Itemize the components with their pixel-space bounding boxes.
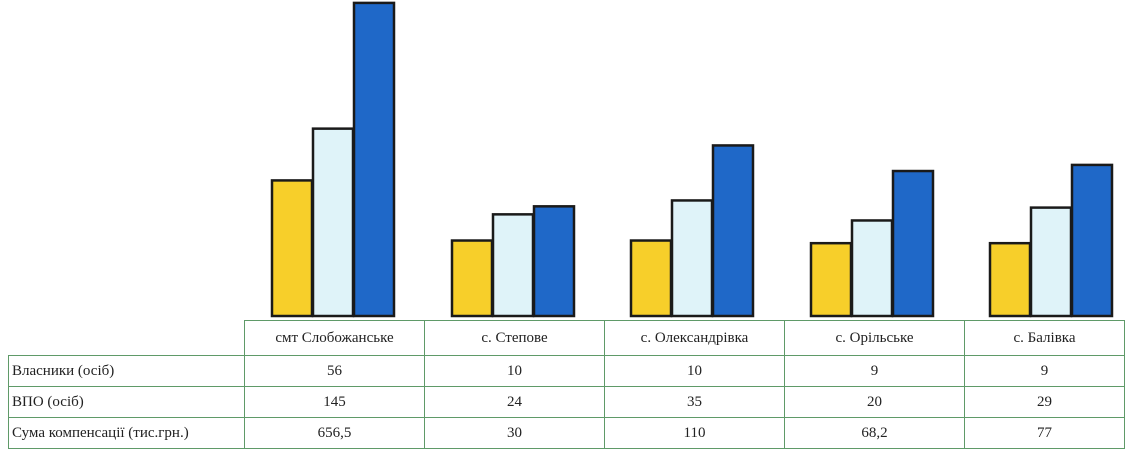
table-cell: 656,5: [244, 417, 425, 449]
table-row: Сума компенсації (тис.грн.) 656,5 30 110…: [8, 417, 1125, 449]
table-cell: 20: [784, 386, 965, 418]
table-corner: [9, 321, 245, 356]
bar-chart: [270, 1, 1114, 318]
bar: [491, 213, 535, 318]
table-cell: 145: [244, 386, 425, 418]
table-cell: 110: [604, 417, 785, 449]
table-cell: 35: [604, 386, 785, 418]
table-cell: 9: [784, 355, 965, 387]
bar: [809, 241, 853, 318]
bar: [629, 239, 673, 318]
table-cell: 68,2: [784, 417, 965, 449]
table-cell: 29: [964, 386, 1125, 418]
bar: [1070, 163, 1114, 318]
table-cell: 56: [244, 355, 425, 387]
table-cell: 30: [424, 417, 605, 449]
bar: [850, 219, 894, 318]
category-label: с. Балівка: [964, 320, 1125, 356]
category-label: с. Олександрівка: [604, 320, 785, 356]
series-label: ВПО (осіб): [8, 386, 245, 418]
table-row: ВПО (осіб) 145 24 35 20 29: [8, 386, 1125, 418]
table-row: Власники (осіб) 56 10 10 9 9: [8, 355, 1125, 387]
table-cell: 24: [424, 386, 605, 418]
table-cell: 10: [424, 355, 605, 387]
table-header-row: смт Слобожанське с. Степове с. Олександр…: [9, 320, 1125, 356]
bar: [311, 127, 355, 318]
table-cell: 10: [604, 355, 785, 387]
bar: [670, 199, 714, 318]
bar: [891, 169, 935, 318]
series-label: Власники (осіб): [8, 355, 245, 387]
series-label: Сума компенсації (тис.грн.): [8, 417, 245, 449]
bar: [711, 144, 755, 318]
bar: [532, 205, 576, 318]
table-cell: 9: [964, 355, 1125, 387]
bar: [988, 241, 1032, 318]
data-table: смт Слобожанське с. Степове с. Олександр…: [8, 320, 1125, 449]
bar: [352, 1, 396, 318]
category-label: с. Орільське: [784, 320, 965, 356]
table-cell: 77: [964, 417, 1125, 449]
bar: [450, 239, 494, 318]
bar: [1029, 206, 1073, 318]
category-label: смт Слобожанське: [244, 320, 425, 356]
bar: [270, 179, 314, 318]
category-label: с. Степове: [424, 320, 605, 356]
